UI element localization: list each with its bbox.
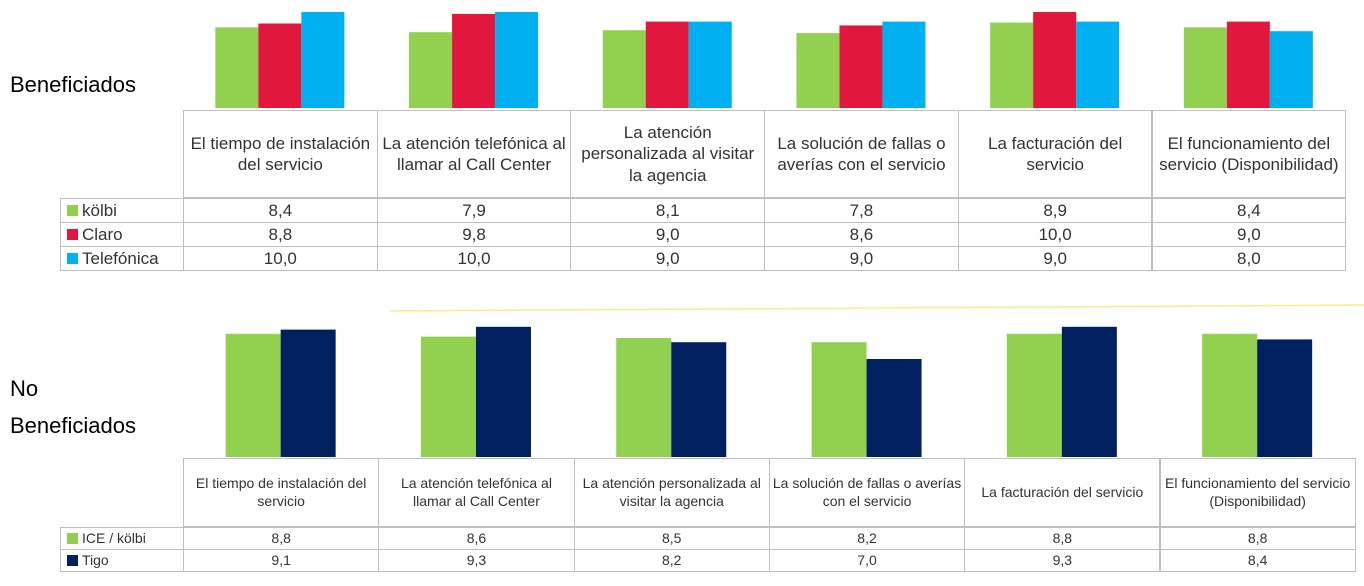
chart-title: No Beneficiados [10, 376, 136, 438]
bar [1061, 326, 1117, 457]
legend-swatch [67, 253, 78, 264]
table-value: 8,5 [573, 527, 770, 550]
bar [688, 21, 732, 109]
table-value: 8,6 [378, 527, 575, 550]
table-value: 8,8 [183, 527, 380, 550]
column-header: La atención telefónica al llamar al Call… [378, 458, 575, 527]
column-header: La atención personalizada al visitar la … [573, 458, 770, 527]
table-value: 10,0 [376, 246, 572, 271]
table-value: 9,3 [378, 549, 575, 572]
legend-swatch [67, 533, 78, 544]
bar [301, 12, 345, 108]
table-value: 7,0 [768, 549, 966, 572]
table-value: 8,4 [1151, 198, 1347, 223]
column-header: La atención telefónica al llamar al Call… [376, 110, 572, 198]
bar [495, 12, 539, 108]
bar [602, 30, 646, 109]
table-value: 8,8 [183, 222, 378, 247]
bar [1202, 333, 1258, 457]
table-value: 8,4 [183, 198, 378, 223]
column-header: La atención personalizada al visitar la … [570, 110, 766, 198]
legend-swatch [67, 555, 78, 566]
legend-entry: Telefónica [60, 246, 184, 271]
table-value: 9,0 [957, 246, 1153, 271]
table-value: 8,4 [1159, 549, 1356, 572]
column-header: La solución de fallas o averías con el s… [768, 458, 966, 527]
table-value: 9,1 [183, 549, 380, 572]
legend-label: kölbi [82, 200, 117, 220]
column-header: El tiempo de instalación del servicio [183, 110, 378, 198]
bar [796, 33, 840, 109]
legend-entry: ICE / kölbi [60, 527, 184, 550]
legend-swatch [67, 205, 78, 216]
table-value: 8,1 [570, 198, 766, 223]
legend-entry: kölbi [60, 198, 184, 223]
bar [1226, 21, 1270, 109]
column-header: La facturación del servicio [957, 110, 1153, 198]
bar [280, 329, 336, 457]
legend-entry: Tigo [60, 549, 184, 572]
table-value: 8,8 [1159, 527, 1356, 550]
bar [1033, 12, 1077, 108]
bar [1006, 333, 1062, 457]
table-value: 9,8 [376, 222, 572, 247]
table-value: 10,0 [183, 246, 378, 271]
table-value: 8,6 [764, 222, 959, 247]
bar [990, 22, 1034, 109]
table-value: 8,0 [1151, 246, 1347, 271]
bar [645, 21, 689, 109]
bar [811, 342, 867, 457]
bar [616, 338, 672, 457]
bar [258, 23, 302, 108]
column-header: El tiempo de instalación del servicio [183, 458, 380, 527]
bar [452, 13, 496, 109]
table-value: 8,8 [964, 527, 1161, 550]
table-value: 9,0 [570, 246, 766, 271]
column-header: El funcionamiento del servicio (Disponib… [1151, 110, 1347, 198]
bar [839, 25, 883, 108]
bar [1269, 31, 1313, 109]
column-header: La facturación del servicio [964, 458, 1161, 527]
table-value: 9,3 [964, 549, 1161, 572]
legend-label: ICE / kölbi [82, 529, 146, 546]
table-value: 7,8 [764, 198, 959, 223]
column-header: El funcionamiento del servicio (Disponib… [1159, 458, 1356, 527]
bar [225, 333, 281, 457]
chart-title: Beneficiados [10, 72, 136, 97]
column-header: La solución de fallas o averías con el s… [764, 110, 959, 198]
table-value: 9,0 [1151, 222, 1347, 247]
table-value: 10,0 [957, 222, 1153, 247]
bar [866, 359, 922, 457]
bar [671, 342, 727, 457]
legend-entry: Claro [60, 222, 184, 247]
bar [475, 326, 531, 457]
table-value: 9,0 [764, 246, 959, 271]
bar [1183, 27, 1227, 108]
table-value: 9,0 [570, 222, 766, 247]
table-value: 8,9 [957, 198, 1153, 223]
table-value: 8,2 [573, 549, 770, 572]
bar [420, 336, 476, 457]
bar [1076, 21, 1120, 109]
legend-label: Claro [82, 224, 123, 244]
table-value: 8,2 [768, 527, 966, 550]
separator [389, 304, 1364, 312]
legend-swatch [67, 229, 78, 240]
bar [882, 21, 926, 109]
bar [409, 32, 453, 108]
legend-label: Tigo [82, 551, 109, 568]
legend-label: Telefónica [82, 248, 159, 268]
bar [215, 27, 259, 108]
bar [1257, 339, 1313, 457]
table-value: 7,9 [376, 198, 572, 223]
